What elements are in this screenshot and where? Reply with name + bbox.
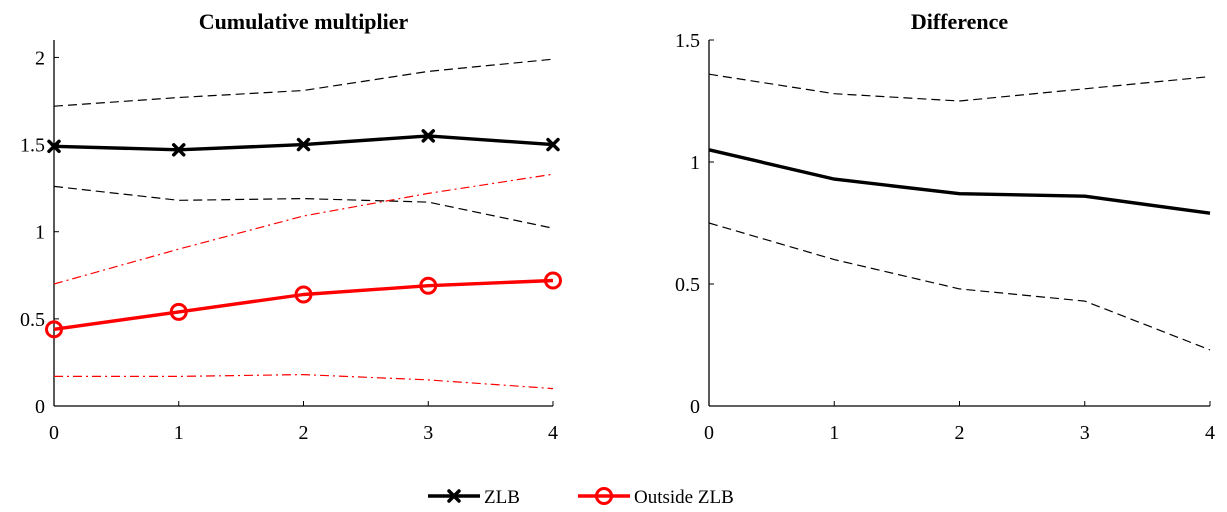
difference-upper-band-line bbox=[708, 73, 1211, 102]
zlb-point bbox=[172, 143, 186, 157]
outside-zlb-point bbox=[294, 285, 313, 304]
x-tick-label: 4 bbox=[1205, 422, 1215, 444]
difference-panel: Difference 0 1 2 3 4 0 0.5 1 1.5 bbox=[675, 9, 1215, 444]
y-tick-label: 1 bbox=[690, 152, 700, 174]
legend: ZLB Outside ZLB bbox=[428, 487, 734, 508]
y-tick-label: 1 bbox=[35, 222, 45, 244]
zlb-point bbox=[296, 137, 311, 152]
chart-title: Cumulative multiplier bbox=[199, 9, 409, 34]
x-tick-label: 2 bbox=[955, 422, 965, 444]
zlb-upper-band-line bbox=[53, 58, 554, 107]
outside-zlb-point bbox=[544, 271, 562, 290]
x-tick-label: 1 bbox=[174, 422, 184, 444]
difference-line bbox=[708, 148, 1211, 215]
outside-zlb-point bbox=[45, 320, 63, 339]
difference-lower-band-line bbox=[708, 222, 1211, 351]
y-tick-label: 0.5 bbox=[675, 274, 700, 296]
chart-title: Difference bbox=[911, 9, 1009, 34]
y-tick-label: 1.5 bbox=[20, 135, 45, 157]
legend-marker-outside-zlb bbox=[595, 487, 613, 505]
outside-zlb-point bbox=[419, 276, 438, 295]
outside-zlb-line bbox=[53, 278, 554, 331]
outside-zlb-lower-band-line bbox=[54, 374, 554, 390]
y-tick-label: 0 bbox=[35, 396, 45, 418]
x-tick-label: 3 bbox=[1080, 422, 1090, 444]
x-tick-label: 1 bbox=[829, 422, 839, 444]
legend-label-zlb: ZLB bbox=[484, 487, 520, 508]
legend-marker-zlb bbox=[447, 489, 461, 503]
zlb-point bbox=[421, 129, 435, 143]
outside-zlb-upper-band-line bbox=[53, 173, 554, 285]
cumulative-multiplier-panel: Cumulative multiplier 0 1 2 3 4 0 0.5 1 1.5 2 bbox=[20, 9, 562, 444]
y-tick-label: 2 bbox=[35, 47, 45, 69]
outside-zlb-point bbox=[169, 302, 188, 321]
x-tick-label: 0 bbox=[49, 422, 59, 444]
x-tick-label: 4 bbox=[548, 422, 558, 444]
zlb-lower-band-line bbox=[53, 185, 554, 229]
zlb-point bbox=[546, 137, 560, 152]
y-tick-label: 0 bbox=[690, 396, 700, 418]
legend-label-outside-zlb: Outside ZLB bbox=[634, 487, 734, 508]
x-tick-label: 0 bbox=[704, 422, 714, 444]
x-tick-label: 2 bbox=[299, 422, 309, 444]
y-tick-label: 1.5 bbox=[675, 30, 700, 52]
y-tick-label: 0.5 bbox=[20, 309, 45, 331]
zlb-point bbox=[47, 139, 61, 154]
x-tick-label: 3 bbox=[423, 422, 433, 444]
